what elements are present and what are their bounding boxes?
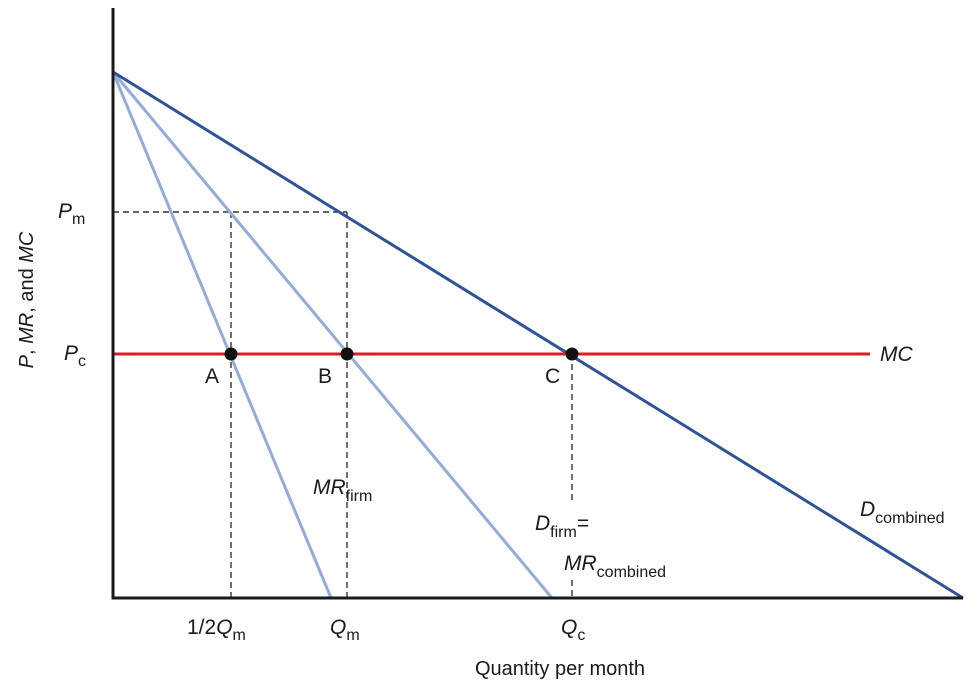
half-qm-tick-label: 1/2Qm [187,616,246,644]
mr-combined-curve-label: MRcombined [564,552,666,581]
point-b-marker [340,347,354,361]
x-axis-title: Quantity per month [475,658,645,680]
qm-tick-label: Qm [330,616,360,644]
point-c-marker [565,347,579,361]
mr-firm-curve-label: MRfirm [313,476,372,505]
qc-tick-label: Qc [561,616,585,644]
d-firm-curve-label: Dfirm= [535,512,589,541]
pc-tick-label: Pc [64,342,86,370]
point-b-label: B [318,365,332,388]
axes [111,8,963,600]
y-axis-title: P, MR, and MC [16,231,38,368]
d-combined-curve-label: Dcombined [860,498,945,527]
point-a-marker [224,347,238,361]
point-a-label: A [205,365,219,388]
d-combined-curve [112,70,964,600]
mc-curve-label: MC [880,343,913,366]
mr-firm-curve [111,71,333,599]
guide-lines [113,211,573,598]
d-firm-mr-combined-curve [111,71,554,599]
pm-tick-label: Pm [58,200,85,228]
point-c-label: C [545,365,560,388]
